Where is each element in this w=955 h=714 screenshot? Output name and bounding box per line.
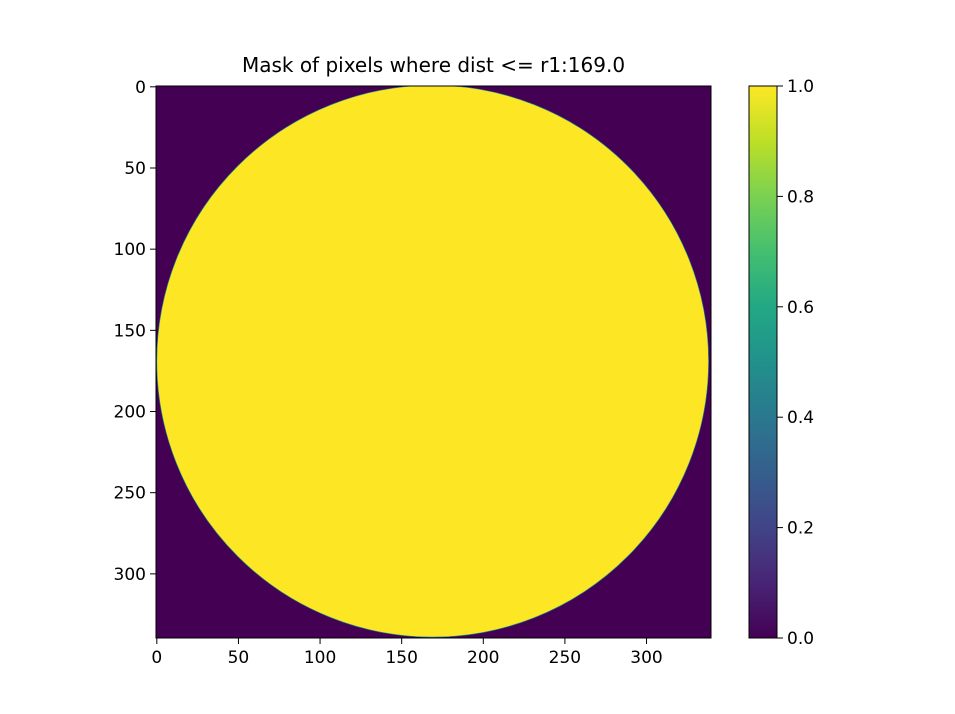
x-tick-label: 100 <box>304 648 336 668</box>
colorbar-gradient <box>749 86 777 638</box>
mask-inside-disk <box>156 86 709 638</box>
x-tick-label: 150 <box>385 648 417 668</box>
colorbar-tick-label: 0.0 <box>787 629 814 649</box>
y-tick-label: 100 <box>114 240 146 260</box>
x-tick-label: 200 <box>467 648 499 668</box>
colorbar: 0.0 0.2 0.4 0.6 0.8 1.0 <box>748 77 814 649</box>
x-tick-label: 300 <box>630 648 662 668</box>
image-axes: 0 50 100 150 200 250 300 0 50 100 150 200 250 300 <box>114 78 712 668</box>
colorbar-tick-label: 0.6 <box>787 298 814 318</box>
y-tick-label: 200 <box>114 403 146 423</box>
axes-frame <box>155 85 712 639</box>
y-tick-label: 250 <box>114 484 146 504</box>
colorbar-tick-label: 0.4 <box>787 408 814 428</box>
colorbar-tick-label: 0.8 <box>787 187 814 207</box>
colorbar-frame <box>748 85 778 639</box>
colorbar-tick-label: 0.2 <box>787 519 814 539</box>
x-tick-label: 50 <box>228 648 250 668</box>
colorbar-tick-label: 1.0 <box>787 77 814 97</box>
y-axis: 0 50 100 150 200 250 300 <box>114 78 156 585</box>
colorbar-axis: 0.0 0.2 0.4 0.6 0.8 1.0 <box>777 77 814 649</box>
y-tick-label: 0 <box>135 78 146 98</box>
y-tick-label: 50 <box>124 159 146 179</box>
x-tick-label: 250 <box>549 648 581 668</box>
x-axis: 0 50 100 150 200 250 300 <box>151 638 663 668</box>
y-tick-label: 150 <box>114 321 146 341</box>
y-tick-label: 300 <box>114 565 146 585</box>
x-tick-label: 0 <box>151 648 162 668</box>
chart-title: Mask of pixels where dist <= r1:169.0 <box>242 53 625 77</box>
